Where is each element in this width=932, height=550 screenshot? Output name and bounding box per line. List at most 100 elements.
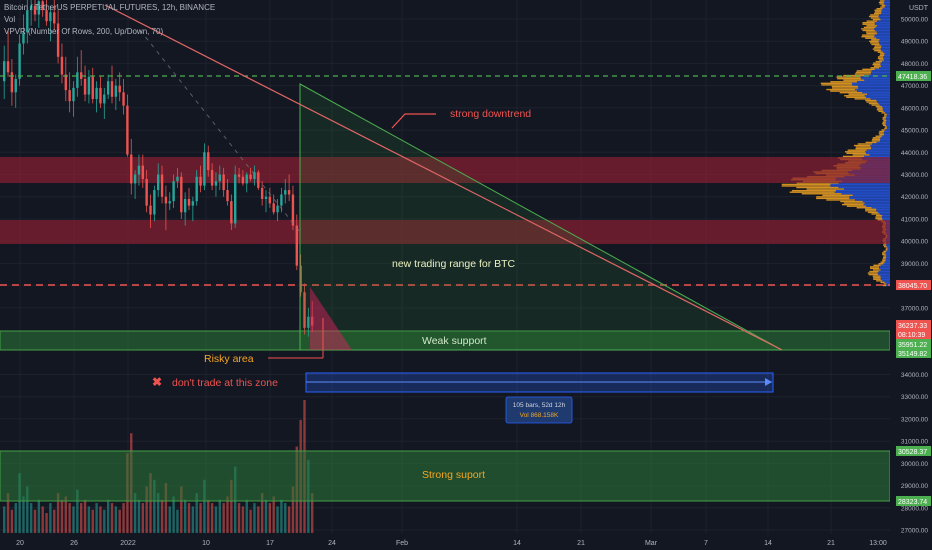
vpvr-row-down xyxy=(865,209,876,210)
symbol-title[interactable]: Bitcoin / TetherUS PERPETUAL FUTURES, 12… xyxy=(4,3,215,12)
vpvr-row-down xyxy=(830,90,857,91)
vpvr-row-down xyxy=(837,78,861,79)
price-tick: 49000.00 xyxy=(901,39,928,46)
vpvr-row-up xyxy=(886,254,890,255)
vpvr-row-up xyxy=(886,244,890,245)
vpvr-row-up xyxy=(881,47,890,48)
candle-body xyxy=(49,12,51,21)
volume-bar xyxy=(242,506,244,533)
candle-body xyxy=(68,90,70,101)
measure-tooltip-box xyxy=(506,397,572,423)
vpvr-row-up xyxy=(881,269,890,270)
candle-body xyxy=(188,199,190,206)
vpvr-row-down xyxy=(880,0,885,1)
vpvr-row-down xyxy=(869,103,879,104)
vpvr-row-down xyxy=(871,17,880,18)
vpvr-row-down xyxy=(877,108,883,109)
vpvr-row-down xyxy=(843,156,864,157)
volume-bar xyxy=(288,506,290,533)
volume-bar xyxy=(280,500,282,533)
price-label-47418: 47418.36 xyxy=(898,74,927,81)
vpvr-row-down xyxy=(870,67,879,68)
vpvr-row-up xyxy=(884,59,890,60)
volume-bar xyxy=(122,503,124,533)
vpvr-row-down xyxy=(802,193,842,194)
candle-body xyxy=(145,179,147,206)
vpvr-row-down xyxy=(855,73,871,74)
candle-body xyxy=(65,75,67,91)
vpvr-row-down xyxy=(879,2,884,3)
vpvr-row-up xyxy=(879,42,890,43)
vpvr-row-up xyxy=(866,205,890,206)
candle-body xyxy=(180,177,182,213)
vpvr-row-up xyxy=(882,280,890,281)
downtrend-arrow xyxy=(392,114,436,128)
trading-range-triangle xyxy=(300,84,782,350)
price-tick: 32000.00 xyxy=(901,416,928,423)
vpvr-row-down xyxy=(840,92,863,93)
vpvr-row-down xyxy=(879,59,884,60)
volume-bar xyxy=(257,506,259,533)
vpvr-row-down xyxy=(863,30,875,31)
vpvr-row-down xyxy=(872,140,880,141)
vpvr-row-up xyxy=(852,83,890,84)
price-tick: 41000.00 xyxy=(901,216,928,223)
volume-bar xyxy=(238,503,240,533)
vpvr-row-down xyxy=(856,146,871,147)
vpvr-row-down xyxy=(884,115,887,116)
price-axis[interactable]: USDT 50000.00 49000.00 48000.00 47000.00 460… xyxy=(890,0,932,550)
vpvr-row-up xyxy=(882,106,890,107)
vpvr-row-down xyxy=(882,123,886,124)
price-tick: 46000.00 xyxy=(901,105,928,112)
vpvr-row-down xyxy=(845,151,865,152)
candle-body xyxy=(11,72,13,92)
vpvr-row-up xyxy=(884,3,890,4)
vpvr-row-up xyxy=(875,69,890,70)
volume-indicator-title[interactable]: Vol xyxy=(4,15,15,24)
candle-body xyxy=(276,206,278,213)
volume-bar xyxy=(172,496,174,533)
price-tick: 30000.00 xyxy=(901,461,928,468)
time-axis[interactable]: 20 26 2022 10 17 24 Feb 14 21 Mar 7 14 21 13:00 xyxy=(0,534,890,550)
vpvr-row-up xyxy=(849,198,890,199)
time-tick: 24 xyxy=(328,540,336,547)
vpvr-row-up xyxy=(888,249,890,250)
vpvr-row-up xyxy=(876,209,890,210)
vpvr-row-up xyxy=(836,190,890,191)
vpvr-row-up xyxy=(864,204,890,205)
vpvr-row-down xyxy=(869,41,878,42)
vpvr-row-down xyxy=(869,274,879,275)
vpvr-row-down xyxy=(876,215,882,216)
vpvr-row-up xyxy=(857,90,890,91)
candle-body xyxy=(288,190,290,194)
vpvr-row-up xyxy=(888,247,890,248)
time-tick: 20 xyxy=(16,540,24,547)
candle-body xyxy=(196,177,198,201)
vpvr-row-up xyxy=(870,145,890,146)
label-dont-trade: don't trade at this zone xyxy=(172,377,278,389)
vpvr-row-down xyxy=(880,55,885,56)
candle-body xyxy=(161,175,163,197)
vpvr-row-down xyxy=(873,265,880,266)
vpvr-row-up xyxy=(875,34,890,35)
vpvr-row-down xyxy=(882,118,885,119)
vpvr-row-down xyxy=(883,244,886,245)
vpvr-row-down xyxy=(882,254,886,255)
time-tick: 10 xyxy=(202,540,210,547)
vpvr-indicator-title[interactable]: VPVR (Number Of Rows, 200, Up/Down, 70) xyxy=(4,27,163,36)
vpvr-row-up xyxy=(885,5,890,6)
vpvr-row-down xyxy=(861,28,874,29)
candle-body xyxy=(119,86,121,93)
vpvr-row-up xyxy=(882,218,890,219)
vpvr-row-down xyxy=(883,125,886,126)
candle-body xyxy=(61,57,63,75)
candle-body xyxy=(130,155,132,184)
candle-body xyxy=(126,106,128,155)
vpvr-row-down xyxy=(864,27,876,28)
vpvr-row-up xyxy=(886,122,890,123)
vpvr-row-up xyxy=(880,139,890,140)
measure-bars-text: 105 bars, 52d 12h xyxy=(513,402,566,409)
label-weak-support: Weak support xyxy=(422,335,487,347)
vpvr-row-down xyxy=(873,277,881,278)
